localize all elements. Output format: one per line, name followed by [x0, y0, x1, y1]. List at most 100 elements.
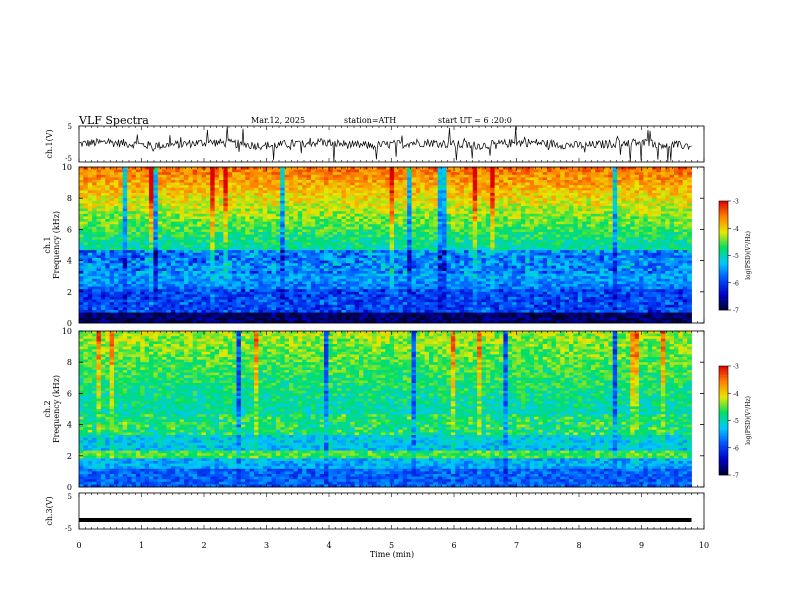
spectrogram-cell: [547, 250, 552, 253]
spectrogram-cell: [280, 224, 285, 227]
spectrogram-cell: [477, 235, 482, 238]
spectrogram-cell: [626, 222, 631, 225]
spectrogram-cell: [565, 190, 570, 193]
spectrogram-cell: [390, 203, 395, 206]
spectrogram-cell: [293, 172, 298, 175]
spectrogram-cell: [377, 216, 382, 219]
spectrogram-cell: [237, 167, 242, 170]
spectrogram-cell: [451, 180, 456, 183]
spectrogram-cell: [587, 227, 592, 230]
spectrogram-cell: [490, 188, 495, 191]
spectrogram-cell: [499, 229, 504, 232]
spectrogram-cell: [272, 227, 277, 230]
spectrogram-cell: [412, 253, 417, 256]
spectrogram-cell: [687, 196, 692, 199]
spectrogram-cell: [223, 190, 228, 193]
spectrogram-cell: [687, 219, 692, 222]
spectrogram-cell: [425, 211, 430, 214]
spectrogram-cell: [228, 177, 233, 180]
spectrogram-cell: [149, 237, 154, 240]
spectrogram-cell: [652, 216, 657, 219]
spectrogram-cell: [219, 237, 224, 240]
spectrogram-cell: [79, 253, 84, 256]
spectrogram-cell: [512, 201, 517, 204]
spectrogram-cell: [153, 206, 158, 209]
spectrogram-cell: [79, 250, 84, 253]
spectrogram-cell: [162, 242, 167, 245]
spectrogram-cell: [534, 196, 539, 199]
spectrogram-cell: [333, 240, 338, 243]
spectrogram-cell: [657, 203, 662, 206]
spectrogram-cell: [363, 203, 368, 206]
spectrogram-cell: [140, 209, 145, 212]
spectrogram-cell: [193, 185, 198, 188]
spectrogram-cell: [508, 201, 513, 204]
spectrogram-cell: [473, 227, 478, 230]
spectrogram-cell: [661, 193, 666, 196]
spectrogram-cell: [547, 235, 552, 238]
spectrogram-cell: [385, 214, 390, 217]
spectrogram-cell: [158, 245, 163, 248]
spectrogram-cell: [197, 222, 202, 225]
spectrogram-cell: [582, 170, 587, 173]
spectrogram-cell: [223, 170, 228, 173]
spectrogram-cell: [499, 190, 504, 193]
spectrogram-cell: [83, 206, 88, 209]
spectrogram-cell: [648, 245, 653, 248]
spectrogram-cell: [88, 214, 93, 217]
spectrogram-cell: [114, 250, 119, 253]
spectrogram-cell: [241, 170, 246, 173]
spectrogram-cell: [92, 183, 97, 186]
spectrogram-cell: [355, 167, 360, 170]
spectrogram-cell: [538, 175, 543, 178]
spectrogram-cell: [232, 188, 237, 191]
spectrogram-cell: [136, 229, 141, 232]
spectrogram-cell: [280, 188, 285, 191]
spectrogram-cell: [232, 198, 237, 201]
spectrogram-cell: [591, 180, 596, 183]
spectrogram-cell: [617, 167, 622, 170]
spectrogram-cell: [307, 196, 312, 199]
spectrogram-cell: [385, 222, 390, 225]
spectrogram-cell: [617, 248, 622, 251]
spectrogram-cell: [228, 201, 233, 204]
spectrogram-cell: [495, 201, 500, 204]
spectrogram-cell: [635, 177, 640, 180]
spectrogram-cell: [342, 193, 347, 196]
spectrogram-cell: [232, 167, 237, 170]
spectrogram-cell: [468, 232, 473, 235]
spectrogram-cell: [171, 201, 176, 204]
spectrogram-cell: [591, 206, 596, 209]
spectrogram-cell: [512, 172, 517, 175]
spectrogram-cell: [324, 237, 329, 240]
spectrogram-cell: [368, 216, 373, 219]
spectrogram-cell: [490, 193, 495, 196]
spectrogram-cell: [171, 222, 176, 225]
spectrogram-cell: [521, 167, 526, 170]
spectrogram-cell: [132, 185, 137, 188]
spectrogram-cell: [565, 203, 570, 206]
spectrogram-cell: [665, 170, 670, 173]
spectrogram-cell: [149, 250, 154, 253]
spectrogram-cell: [289, 198, 294, 201]
spectrogram-cell: [538, 232, 543, 235]
spectrogram-cell: [285, 209, 290, 212]
spectrogram-cell: [433, 227, 438, 230]
spectrogram-cell: [202, 222, 207, 225]
spectrogram-cell: [171, 219, 176, 222]
spectrogram-cell: [390, 258, 395, 261]
spectrogram-cell: [425, 227, 430, 230]
spectrogram-cell: [573, 250, 578, 253]
spectrogram-cell: [372, 190, 377, 193]
spectrogram-cell: [346, 240, 351, 243]
spectrogram-cell: [412, 229, 417, 232]
spectrogram-cell: [320, 222, 325, 225]
spectrogram-cell: [167, 175, 172, 178]
spectrogram-cell: [565, 185, 570, 188]
spectrogram-cell: [258, 188, 263, 191]
spectrogram-cell: [468, 201, 473, 204]
spectrogram-cell: [560, 211, 565, 214]
spectrogram-cell: [657, 211, 662, 214]
spectrogram-cell: [158, 229, 163, 232]
spectrogram-cell: [342, 211, 347, 214]
